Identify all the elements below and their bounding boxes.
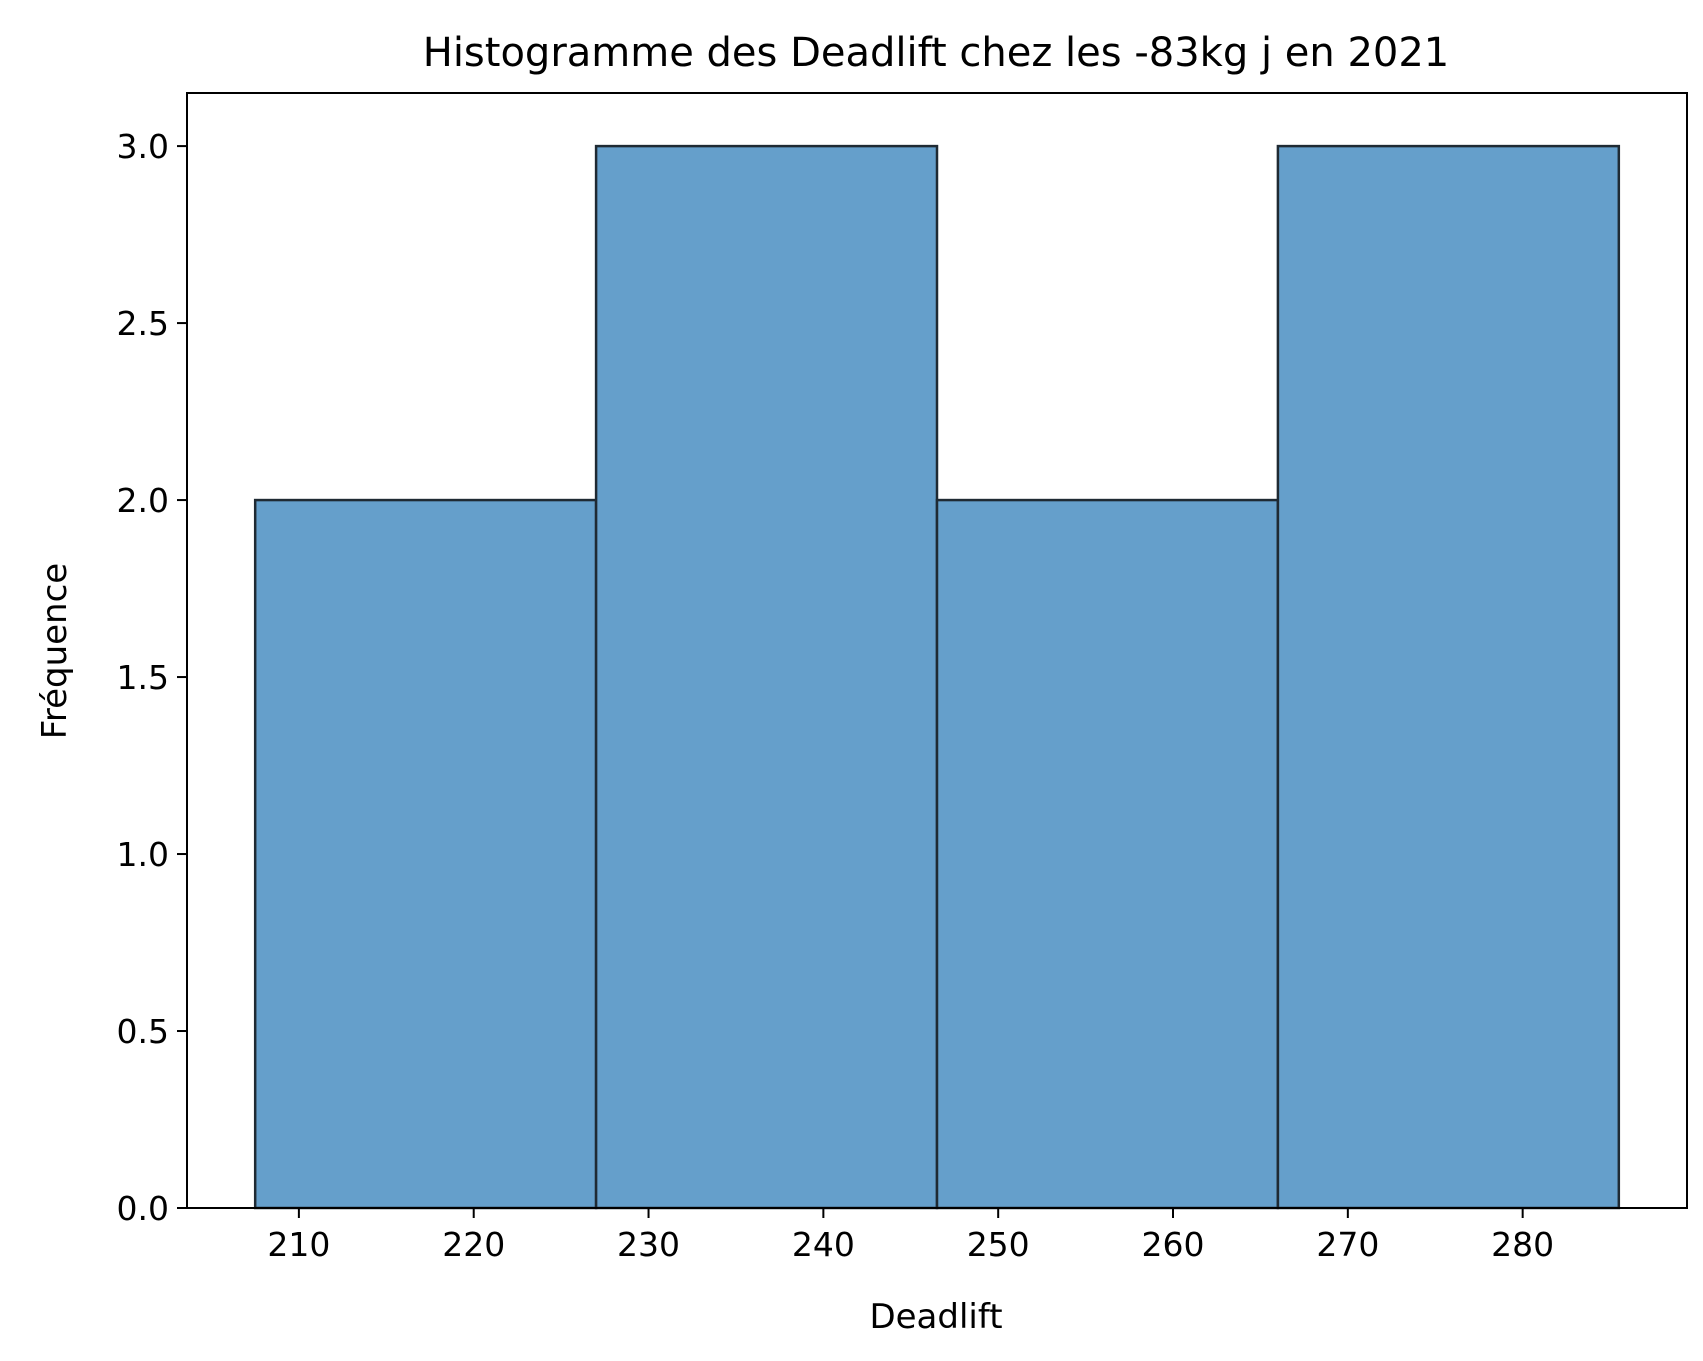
y-axis-ticks: 0.0 0.5 1.0 1.5 2.0 2.5 3.0 bbox=[117, 127, 187, 1228]
bars-group bbox=[253, 144, 1621, 1210]
y-tick-label: 0.0 bbox=[117, 1189, 169, 1228]
x-tick-label: 270 bbox=[1316, 1225, 1379, 1264]
x-tick-label: 250 bbox=[967, 1225, 1030, 1264]
histogram-bar-2 bbox=[594, 144, 939, 1210]
x-tick-label: 280 bbox=[1491, 1225, 1554, 1264]
y-tick-label: 1.5 bbox=[117, 658, 169, 697]
x-tick-label: 220 bbox=[442, 1225, 505, 1264]
y-tick-label: 0.5 bbox=[117, 1012, 169, 1051]
y-tick-label: 1.0 bbox=[117, 835, 169, 874]
histogram-bar-4 bbox=[1276, 144, 1621, 1210]
y-tick-label: 3.0 bbox=[117, 127, 169, 166]
chart-title: Histogramme des Deadlift chez les -83kg … bbox=[423, 30, 1450, 76]
x-tick-label: 240 bbox=[792, 1225, 855, 1264]
y-tick-label: 2.0 bbox=[117, 481, 169, 520]
plot-frame bbox=[186, 92, 1688, 1209]
histogram-bar-3 bbox=[935, 498, 1280, 1210]
histogram-bar-1 bbox=[253, 498, 598, 1210]
x-axis-ticks: 210 220 230 240 250 260 270 280 bbox=[267, 1208, 1554, 1264]
x-tick-label: 210 bbox=[267, 1225, 330, 1264]
y-tick-label: 2.5 bbox=[117, 304, 169, 343]
x-tick-label: 230 bbox=[617, 1225, 680, 1264]
x-axis-label: Deadlift bbox=[869, 1297, 1002, 1337]
x-tick-label: 260 bbox=[1142, 1225, 1205, 1264]
y-axis-label: Fréquence bbox=[35, 563, 75, 739]
